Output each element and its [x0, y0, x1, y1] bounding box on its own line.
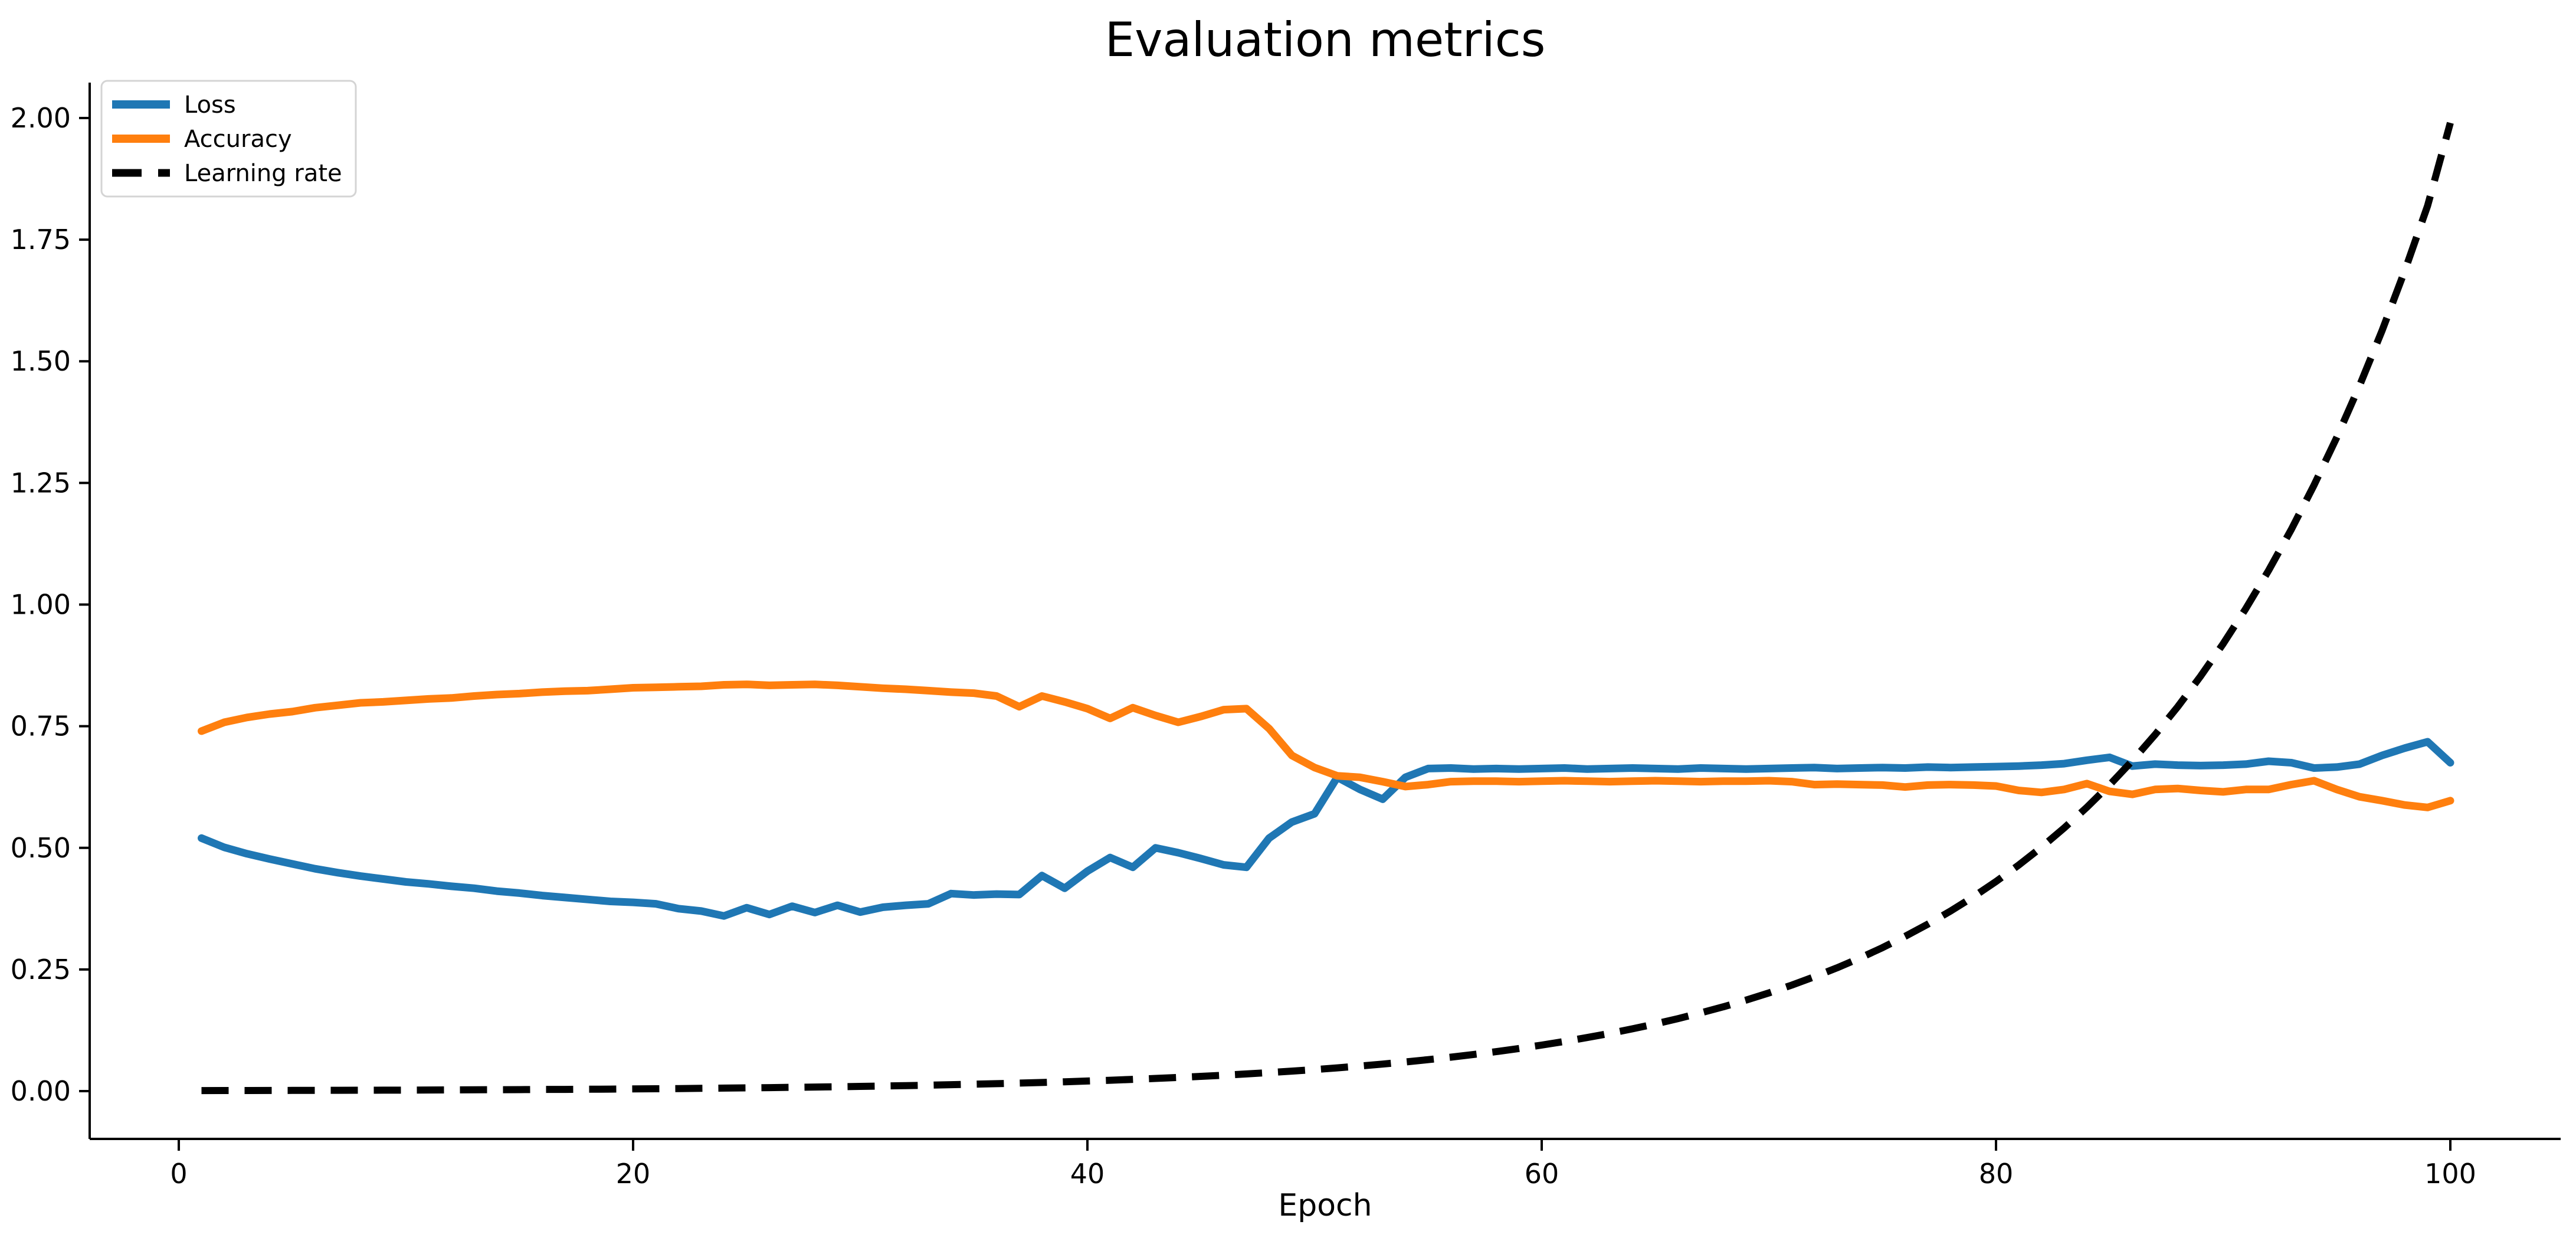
legend: Loss Accuracy Learning rate: [100, 80, 357, 198]
x-tick-label: 80: [1979, 1158, 2014, 1190]
legend-label-learning-rate: Learning rate: [184, 160, 342, 187]
y-tick-label: 1.50: [11, 345, 71, 377]
y-tick-label: 1.25: [11, 467, 71, 499]
x-tick-label: 60: [1525, 1158, 1559, 1190]
series-lines: [198, 122, 2454, 1095]
learning-rate-line: [201, 122, 2454, 1095]
y-tick-label: 0.50: [11, 832, 71, 864]
y-tick-label: 0.00: [11, 1075, 71, 1107]
y-tick-label: 1.75: [11, 224, 71, 256]
legend-label-loss: Loss: [184, 91, 236, 119]
y-tick-label: 2.00: [11, 102, 71, 134]
legend-item-learning-rate: Learning rate: [112, 160, 342, 187]
x-tick-label: 20: [616, 1158, 651, 1190]
x-axis-label: Epoch: [1278, 1188, 1372, 1223]
loss-line: [198, 738, 2454, 920]
y-tick-label: 1.00: [11, 588, 71, 620]
legend-item-accuracy: Accuracy: [112, 126, 292, 153]
x-tick-label: 100: [2424, 1158, 2476, 1190]
x-tick-label: 40: [1070, 1158, 1105, 1190]
legend-label-accuracy: Accuracy: [184, 126, 292, 153]
legend-box: [100, 80, 357, 198]
x-tick-label: 0: [170, 1158, 187, 1190]
y-tick-label: 0.75: [11, 710, 71, 742]
chart-title: Evaluation metrics: [1105, 12, 1546, 67]
legend-item-loss: Loss: [112, 91, 236, 119]
y-tick-label: 0.25: [11, 954, 71, 985]
accuracy-line: [198, 680, 2454, 811]
axes: 0 20 40 60 80 100 0.00 0.25 0.50 0.75 1.00 1.25 1.50…: [11, 83, 2561, 1190]
